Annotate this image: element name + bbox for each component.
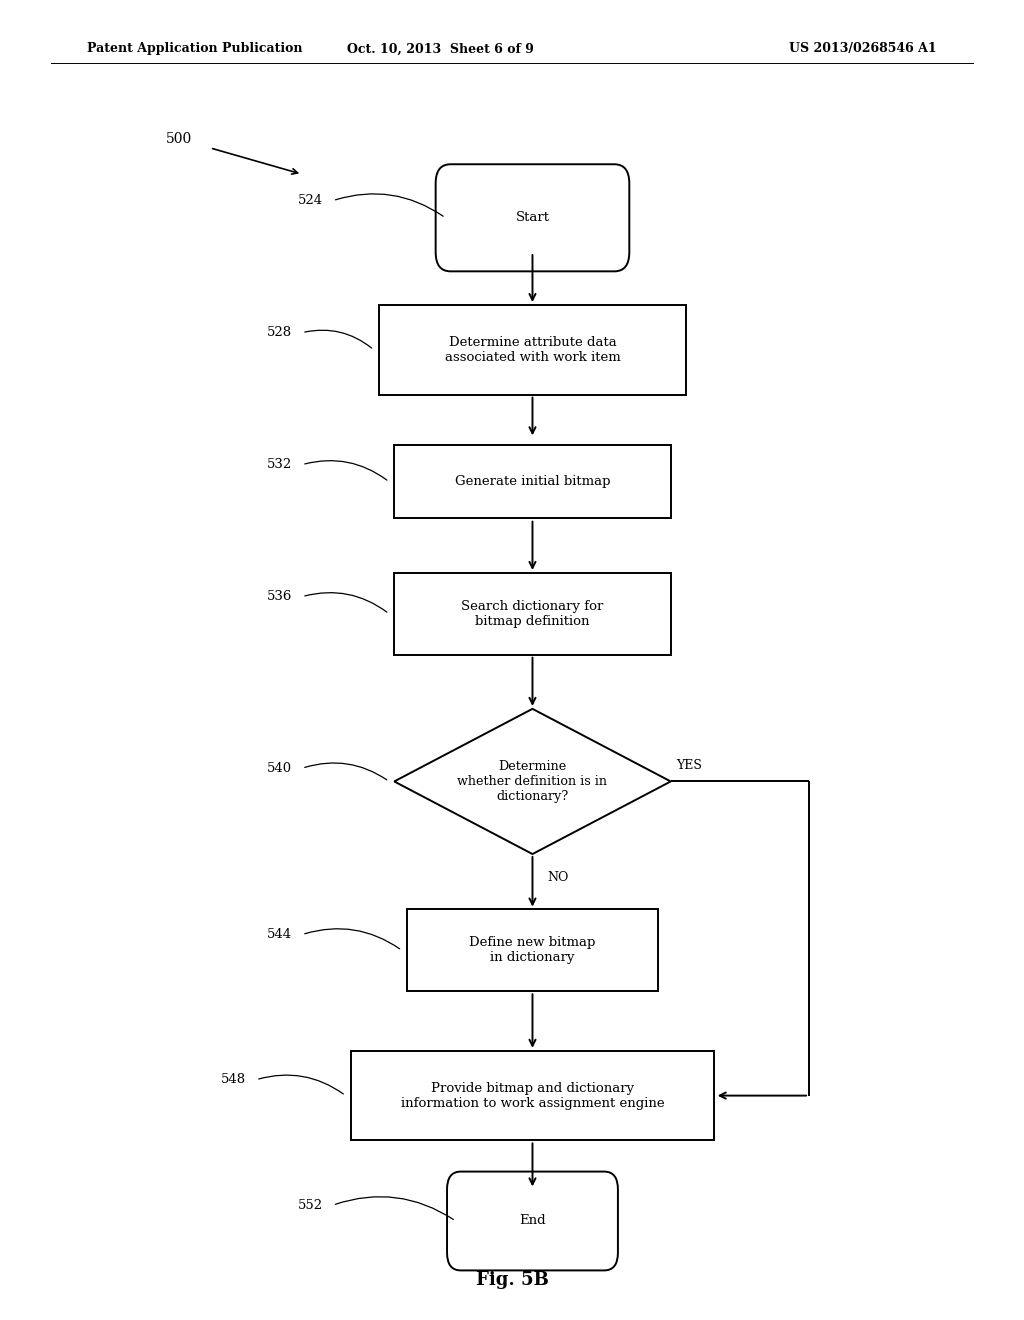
Text: 540: 540 xyxy=(266,762,292,775)
Text: Determine
whether definition is in
dictionary?: Determine whether definition is in dicti… xyxy=(458,760,607,803)
FancyBboxPatch shape xyxy=(435,164,630,272)
Text: Determine attribute data
associated with work item: Determine attribute data associated with… xyxy=(444,335,621,364)
Text: US 2013/0268546 A1: US 2013/0268546 A1 xyxy=(790,42,937,55)
Bar xyxy=(408,909,658,991)
Text: 532: 532 xyxy=(266,458,292,471)
Text: Generate initial bitmap: Generate initial bitmap xyxy=(455,475,610,488)
Text: Start: Start xyxy=(515,211,550,224)
Text: Provide bitmap and dictionary
information to work assignment engine: Provide bitmap and dictionary informatio… xyxy=(400,1081,665,1110)
Bar xyxy=(379,305,686,395)
Text: End: End xyxy=(519,1214,546,1228)
Text: NO: NO xyxy=(548,871,569,884)
Text: Oct. 10, 2013  Sheet 6 of 9: Oct. 10, 2013 Sheet 6 of 9 xyxy=(347,42,534,55)
Text: Define new bitmap
in dictionary: Define new bitmap in dictionary xyxy=(469,936,596,965)
Text: Fig. 5B: Fig. 5B xyxy=(475,1271,549,1290)
Bar xyxy=(394,573,671,655)
Text: Patent Application Publication: Patent Application Publication xyxy=(87,42,302,55)
Polygon shape xyxy=(394,709,671,854)
FancyBboxPatch shape xyxy=(447,1172,617,1270)
Text: Search dictionary for
bitmap definition: Search dictionary for bitmap definition xyxy=(461,599,604,628)
Bar xyxy=(350,1051,715,1140)
Text: YES: YES xyxy=(676,759,701,772)
Text: 500: 500 xyxy=(166,132,193,145)
Text: 536: 536 xyxy=(266,590,292,603)
Text: 524: 524 xyxy=(297,194,323,207)
Text: 544: 544 xyxy=(266,928,292,941)
Bar xyxy=(394,445,671,517)
Text: 528: 528 xyxy=(266,326,292,339)
Text: 552: 552 xyxy=(297,1199,323,1212)
Text: 548: 548 xyxy=(220,1073,246,1086)
